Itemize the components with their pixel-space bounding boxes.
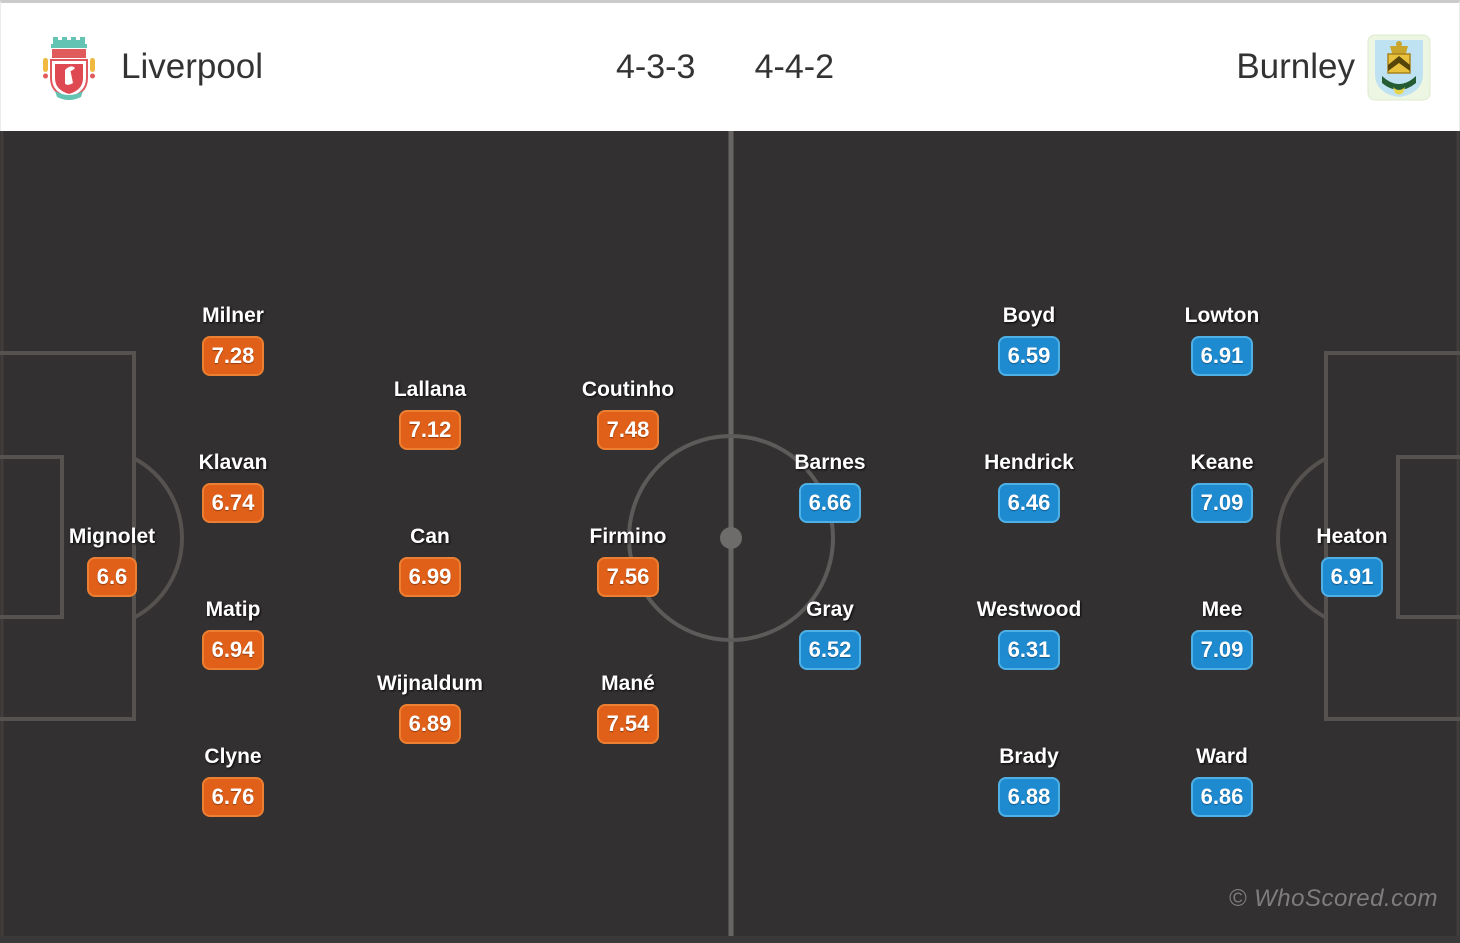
player-name: Can [410,525,450,548]
player-name: Milner [202,304,264,327]
player-name: Boyd [1002,304,1056,327]
player-rating-badge: 6.89 [398,704,462,744]
player-gray[interactable]: Gray 6.52 [735,597,925,670]
player-rating-badge: 6.94 [201,630,265,670]
match-header: Liverpool 4-3-3 4-4-2 Burnley [0,0,1460,131]
player-rating-badge: 6.59 [997,336,1061,376]
player-heaton[interactable]: Heaton 6.91 [1257,524,1447,597]
player-name: Westwood [976,598,1082,621]
player-rating-badge: 7.54 [596,704,660,744]
player-firmino[interactable]: Firmino 7.56 [533,524,723,597]
player-boyd[interactable]: Boyd 6.59 [934,303,1124,376]
player-name: Wijnaldum [377,672,483,695]
player-mee[interactable]: Mee 7.09 [1127,597,1317,670]
home-team-block: Liverpool [39,3,263,131]
player-ward[interactable]: Ward 6.86 [1127,744,1317,817]
player-name: Heaton [1316,525,1388,548]
player-lallana[interactable]: Lallana 7.12 [335,377,525,450]
player-keane[interactable]: Keane 7.09 [1127,450,1317,523]
player-name: Firmino [589,525,667,548]
player-name: Lallana [393,378,467,401]
player-hendrick[interactable]: Hendrick 6.46 [934,450,1124,523]
player-name: Matip [205,598,261,621]
pitch: © WhoScored.com [0,131,1460,943]
player-rating-badge: 6.74 [201,483,265,523]
player-name: Lowton [1184,304,1260,327]
player-barnes[interactable]: Barnes 6.66 [735,450,925,523]
player-lowton[interactable]: Lowton 6.91 [1127,303,1317,376]
home-team-name: Liverpool [121,47,264,86]
player-rating-badge: 6.31 [997,630,1061,670]
away-team-name: Burnley [1236,47,1355,86]
player-rating-badge: 7.28 [201,336,265,376]
player-klavan[interactable]: Klavan 6.74 [138,450,328,523]
liverpool-crest-icon [43,37,95,100]
player-name: Coutinho [581,378,675,401]
pitch-bottom-edge [0,936,1460,943]
player-wijnaldum[interactable]: Wijnaldum 6.89 [335,671,525,744]
player-mignolet[interactable]: Mignolet 6.6 [17,524,207,597]
player-rating-badge: 7.56 [596,557,660,597]
player-westwood[interactable]: Westwood 6.31 [934,597,1124,670]
player-rating-badge: 6.99 [398,557,462,597]
away-formation: 4-4-2 [754,47,834,86]
player-name: Keane [1190,451,1254,474]
player-name: Mignolet [68,525,156,548]
player-name: Mané [601,672,655,695]
burnley-crest-icon [1367,34,1431,100]
formations: 4-3-3 4-4-2 [616,3,834,131]
home-formation: 4-3-3 [616,47,696,86]
player-mané[interactable]: Mané 7.54 [533,671,723,744]
player-rating-badge: 6.91 [1190,336,1254,376]
watermark: © WhoScored.com [1228,885,1438,912]
player-rating-badge: 6.6 [86,557,138,597]
player-name: Clyne [204,745,262,768]
player-can[interactable]: Can 6.99 [335,524,525,597]
player-rating-badge: 7.48 [596,410,660,450]
player-name: Ward [1196,745,1248,768]
player-coutinho[interactable]: Coutinho 7.48 [533,377,723,450]
player-rating-badge: 6.88 [997,777,1061,817]
player-name: Klavan [198,451,268,474]
player-rating-badge: 6.52 [798,630,862,670]
pitch-markings [0,131,1460,943]
player-matip[interactable]: Matip 6.94 [138,597,328,670]
player-name: Barnes [794,451,866,474]
player-rating-badge: 6.86 [1190,777,1254,817]
player-milner[interactable]: Milner 7.28 [138,303,328,376]
player-rating-badge: 6.91 [1320,557,1384,597]
player-rating-badge: 7.09 [1190,483,1254,523]
player-name: Mee [1201,598,1243,621]
player-name: Gray [806,598,854,621]
player-rating-badge: 6.76 [201,777,265,817]
player-rating-badge: 7.09 [1190,630,1254,670]
away-team-block: Burnley [1236,3,1431,131]
player-clyne[interactable]: Clyne 6.76 [138,744,328,817]
player-rating-badge: 7.12 [398,410,462,450]
player-rating-badge: 6.46 [997,483,1061,523]
player-name: Brady [999,745,1059,768]
player-rating-badge: 6.66 [798,483,862,523]
player-name: Hendrick [984,451,1074,474]
player-brady[interactable]: Brady 6.88 [934,744,1124,817]
